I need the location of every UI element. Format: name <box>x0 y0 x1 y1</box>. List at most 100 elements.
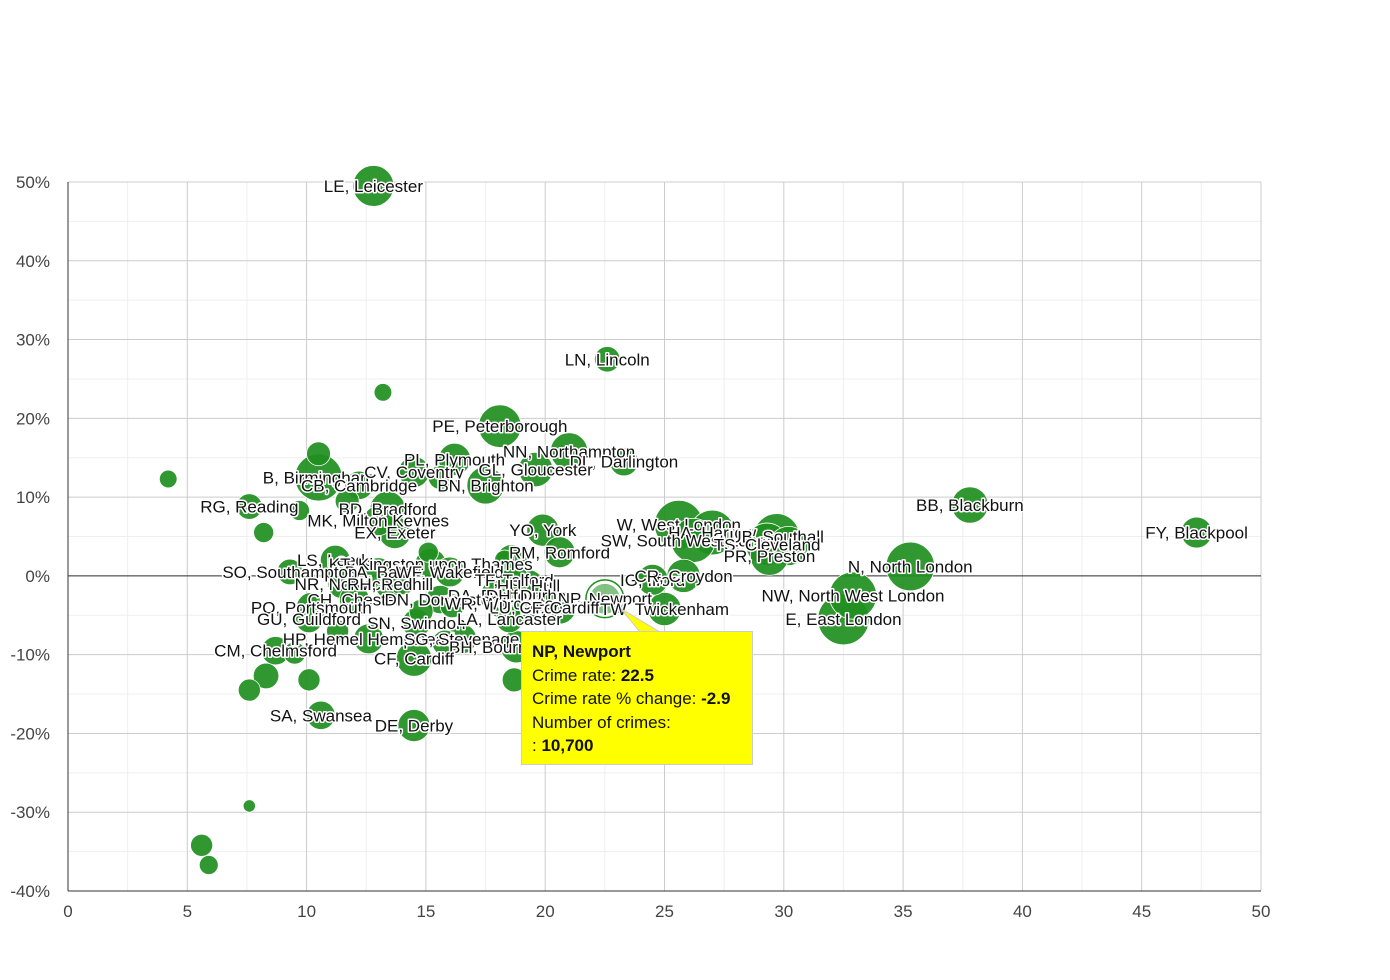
bubble[interactable] <box>636 563 669 596</box>
bubble[interactable] <box>494 549 516 571</box>
bubble[interactable] <box>326 619 350 643</box>
bubble[interactable] <box>518 451 554 488</box>
bubble[interactable] <box>158 469 178 489</box>
bubble[interactable] <box>297 668 321 692</box>
bubble-label: DH, Durham <box>486 587 580 606</box>
bubble-label: BA, Bath <box>345 563 412 582</box>
bubble-label: CV, Coventry <box>364 463 464 482</box>
bubble-label: UB, Southall <box>729 528 824 547</box>
bubble[interactable] <box>609 447 639 477</box>
y-tick-label: 10% <box>16 488 50 507</box>
bubble-label: TW, Twickenham <box>600 600 729 619</box>
bubble[interactable] <box>236 493 263 520</box>
tooltip: NP, Newport Crime rate: 22.5 Crime rate … <box>521 631 753 765</box>
bubble[interactable] <box>885 541 935 592</box>
bubble[interactable] <box>242 799 256 813</box>
bubble[interactable] <box>253 522 275 544</box>
bubble[interactable] <box>363 557 393 587</box>
bubble[interactable] <box>951 486 989 524</box>
x-tick-label: 5 <box>183 902 192 921</box>
x-tick-label: 45 <box>1132 902 1151 921</box>
y-tick-label: 40% <box>16 252 50 271</box>
x-tick-label: 25 <box>655 902 674 921</box>
bubble-label: HU, Hull <box>497 576 560 595</box>
bubble[interactable] <box>306 441 331 467</box>
bubble-label: SW, South West London <box>601 531 786 550</box>
bubble[interactable] <box>749 536 790 576</box>
bubble[interactable] <box>373 383 393 402</box>
bubble[interactable] <box>408 598 434 624</box>
bubble-label: BD, Bradford <box>339 500 437 519</box>
y-tick-label: -40% <box>10 882 50 901</box>
bubble-label: PO, Portsmouth <box>251 598 372 617</box>
bubble-label: PR, Preston <box>724 547 816 566</box>
bubble[interactable] <box>395 640 433 677</box>
bubble[interactable] <box>431 629 459 657</box>
y-tick-label: 0% <box>25 567 50 586</box>
bubble[interactable] <box>549 432 589 471</box>
bubble[interactable] <box>326 564 350 588</box>
y-tick-label: 30% <box>16 331 50 350</box>
bubble[interactable] <box>276 558 304 586</box>
bubble-label: DE, Derby <box>375 717 454 736</box>
bubble-label: PL, Plymouth <box>404 450 505 469</box>
bubble-label: CH, Chester <box>308 591 402 610</box>
bubble[interactable] <box>352 165 395 207</box>
bubble[interactable] <box>237 678 261 702</box>
bubble-label: WR, Worcester <box>445 594 560 613</box>
bubble[interactable] <box>427 465 453 490</box>
bubble[interactable] <box>362 505 394 537</box>
x-tick-label: 35 <box>894 902 913 921</box>
bubbles <box>158 165 1213 875</box>
x-tick-label: 0 <box>63 902 72 921</box>
bubble-label: SO, Southampton <box>222 563 357 582</box>
bubble[interactable] <box>252 662 280 690</box>
bubble[interactable] <box>543 536 576 569</box>
bubble[interactable] <box>647 591 682 627</box>
bubble[interactable] <box>439 593 465 619</box>
bubble-label: SA, Swansea <box>270 706 373 725</box>
bubble[interactable] <box>478 404 522 448</box>
bubble[interactable] <box>295 605 323 634</box>
bubble[interactable] <box>466 466 505 505</box>
bubble-label: NR, Norwich <box>295 575 390 594</box>
y-tick-label: 50% <box>16 173 50 192</box>
bubble-label: MK, Milton Keynes <box>307 512 449 531</box>
x-tick-label: 40 <box>1013 902 1032 921</box>
bubble-label: CR, Croydon <box>634 567 732 586</box>
bubble-label: NW, North West London <box>761 587 944 606</box>
y-tick-label: -30% <box>10 803 50 822</box>
bubble[interactable] <box>339 584 370 615</box>
bubble[interactable] <box>594 346 621 373</box>
bubble[interactable] <box>417 541 439 563</box>
bubble-label: LS, Leeds <box>297 551 374 570</box>
bubble[interactable] <box>526 513 560 547</box>
tooltip-rate-label: Crime rate: <box>532 665 617 685</box>
bubble[interactable] <box>397 709 431 743</box>
tooltip-change-value: -2.9 <box>701 689 731 708</box>
tooltip-change-label: Crime rate % change: <box>532 689 697 708</box>
bubble[interactable] <box>288 500 310 521</box>
bubble[interactable] <box>283 641 307 665</box>
tooltip-crimes-prefix: : <box>532 736 537 755</box>
bubble-label: GL, Gloucester <box>478 461 593 480</box>
bubble[interactable] <box>1180 516 1213 549</box>
bubble-label: RH, Redhill <box>347 575 433 594</box>
bubble-label: CM, Chelmsford <box>214 642 337 661</box>
bubble[interactable] <box>198 855 219 875</box>
bubble-label: DL, Darlington <box>570 453 679 472</box>
bubble-label: LN, Lincoln <box>565 350 650 369</box>
bubble[interactable] <box>306 700 336 730</box>
bubble-label: NP, Newport <box>558 590 652 609</box>
bubble[interactable] <box>190 833 214 857</box>
bubble[interactable] <box>434 556 466 588</box>
bubble[interactable] <box>587 581 622 616</box>
bubble[interactable] <box>495 605 524 634</box>
bubble-label: HA, Harrow <box>668 524 757 543</box>
bubble[interactable] <box>353 623 384 655</box>
bubble-label: RG, Reading <box>200 498 298 517</box>
bubble[interactable] <box>334 488 360 514</box>
x-tick-label: 50 <box>1252 902 1271 921</box>
bubble[interactable] <box>829 571 877 620</box>
